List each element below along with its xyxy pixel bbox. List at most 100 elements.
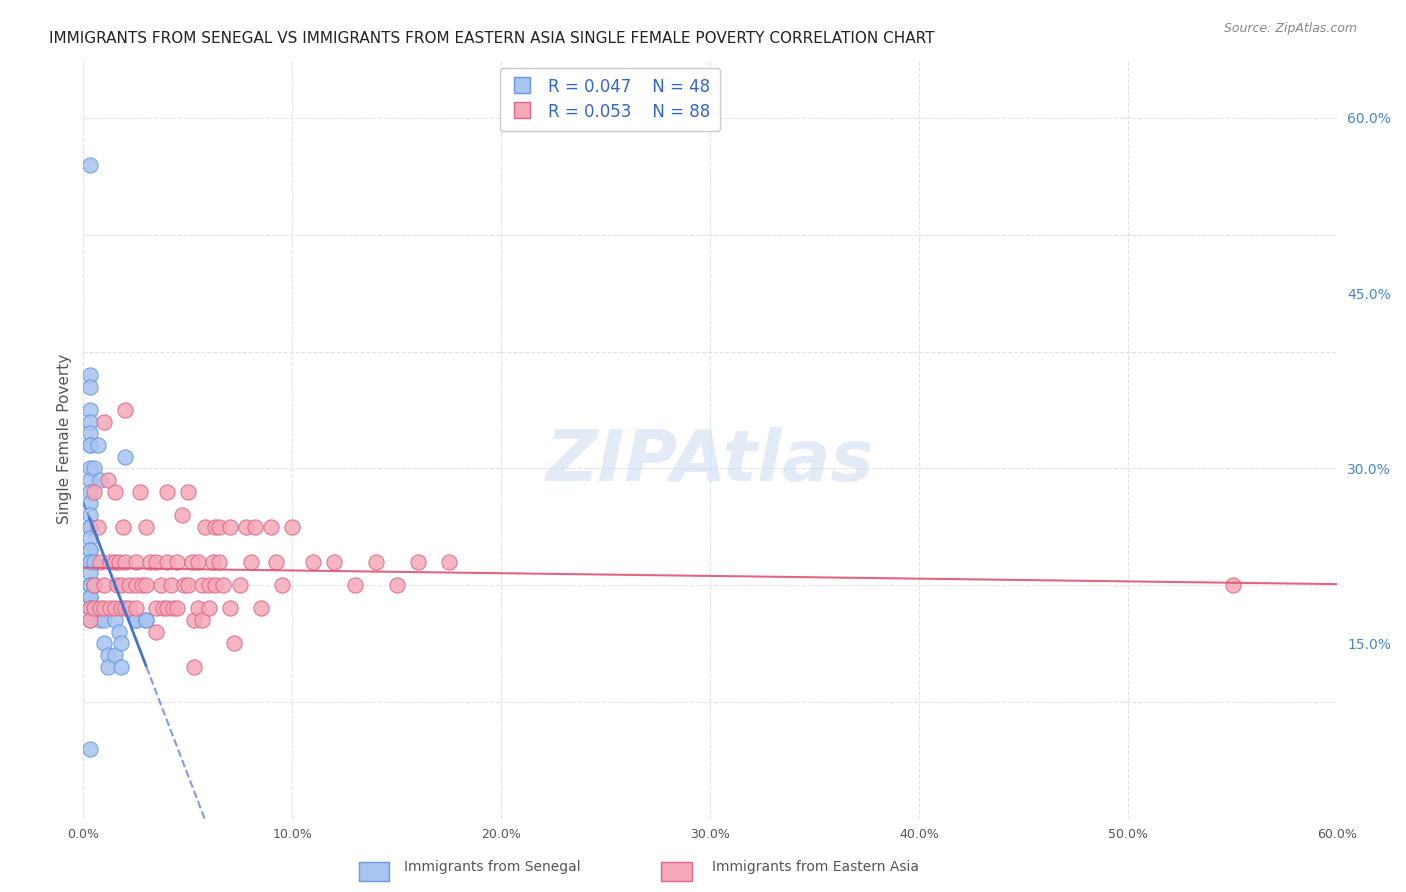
Point bbox=[385, 578, 408, 592]
Point bbox=[110, 636, 132, 650]
Point bbox=[135, 613, 157, 627]
Y-axis label: Single Female Poverty: Single Female Poverty bbox=[58, 354, 72, 524]
Point bbox=[270, 578, 292, 592]
Point bbox=[110, 578, 132, 592]
Point bbox=[281, 519, 304, 533]
Point bbox=[79, 438, 101, 452]
Point bbox=[89, 473, 111, 487]
Point bbox=[79, 532, 101, 546]
Point bbox=[97, 660, 120, 674]
Point bbox=[204, 578, 226, 592]
Point bbox=[108, 624, 131, 639]
Point bbox=[104, 648, 127, 662]
Point bbox=[152, 601, 174, 615]
Point bbox=[364, 555, 387, 569]
Point bbox=[135, 613, 157, 627]
Point bbox=[93, 578, 115, 592]
Point bbox=[79, 566, 101, 581]
Point bbox=[128, 484, 150, 499]
Point bbox=[160, 578, 183, 592]
Point bbox=[208, 519, 231, 533]
Point bbox=[222, 636, 245, 650]
Point bbox=[79, 601, 101, 615]
Point bbox=[170, 508, 193, 522]
Point bbox=[110, 601, 132, 615]
Point bbox=[89, 613, 111, 627]
Point bbox=[97, 648, 120, 662]
Point bbox=[83, 578, 105, 592]
Point bbox=[79, 379, 101, 393]
Point bbox=[156, 484, 179, 499]
Point bbox=[93, 601, 115, 615]
Point bbox=[302, 555, 325, 569]
Point bbox=[105, 578, 128, 592]
Point bbox=[124, 613, 146, 627]
Point bbox=[204, 519, 226, 533]
Point bbox=[79, 601, 101, 615]
Point bbox=[156, 601, 179, 615]
Point bbox=[79, 578, 101, 592]
Point bbox=[145, 601, 167, 615]
Point bbox=[110, 660, 132, 674]
Point bbox=[83, 555, 105, 569]
Legend: R = 0.047    N = 48, R = 0.053    N = 88: R = 0.047 N = 48, R = 0.053 N = 88 bbox=[499, 68, 720, 131]
Point bbox=[108, 555, 131, 569]
Point bbox=[264, 555, 287, 569]
Point bbox=[181, 555, 204, 569]
Point bbox=[79, 543, 101, 558]
Point bbox=[83, 461, 105, 475]
Point bbox=[89, 601, 111, 615]
Point bbox=[79, 473, 101, 487]
Text: IMMIGRANTS FROM SENEGAL VS IMMIGRANTS FROM EASTERN ASIA SINGLE FEMALE POVERTY CO: IMMIGRANTS FROM SENEGAL VS IMMIGRANTS FR… bbox=[49, 31, 935, 46]
Point bbox=[191, 578, 214, 592]
Point bbox=[83, 601, 105, 615]
Point bbox=[79, 519, 101, 533]
Point bbox=[131, 578, 153, 592]
Point bbox=[79, 496, 101, 510]
Point bbox=[145, 624, 167, 639]
Point bbox=[79, 368, 101, 382]
Point bbox=[79, 415, 101, 429]
Point bbox=[83, 484, 105, 499]
Point bbox=[118, 601, 141, 615]
Point bbox=[183, 613, 205, 627]
Point bbox=[79, 590, 101, 604]
Point bbox=[201, 555, 224, 569]
Point bbox=[177, 484, 200, 499]
Point bbox=[235, 519, 257, 533]
Point bbox=[260, 519, 283, 533]
Point bbox=[87, 438, 110, 452]
Point bbox=[93, 613, 115, 627]
Point bbox=[79, 590, 101, 604]
Point bbox=[229, 578, 252, 592]
Point bbox=[87, 519, 110, 533]
Point bbox=[162, 601, 184, 615]
Point bbox=[197, 578, 219, 592]
Point bbox=[79, 578, 101, 592]
Point bbox=[218, 519, 240, 533]
Point bbox=[79, 426, 101, 441]
Point bbox=[177, 578, 200, 592]
Point bbox=[212, 578, 235, 592]
Point bbox=[218, 601, 240, 615]
Point bbox=[124, 555, 146, 569]
Text: Immigrants from Senegal: Immigrants from Senegal bbox=[404, 860, 581, 874]
Point bbox=[104, 613, 127, 627]
Point bbox=[145, 555, 167, 569]
Point bbox=[104, 601, 127, 615]
Point bbox=[191, 613, 214, 627]
Point bbox=[79, 555, 101, 569]
Point bbox=[104, 484, 127, 499]
Point bbox=[83, 578, 105, 592]
Point bbox=[79, 484, 101, 499]
Point bbox=[79, 508, 101, 522]
Point bbox=[100, 555, 122, 569]
Point bbox=[114, 555, 136, 569]
Point bbox=[187, 555, 209, 569]
Point bbox=[344, 578, 367, 592]
Point bbox=[79, 555, 101, 569]
Point bbox=[239, 555, 262, 569]
Point bbox=[93, 636, 115, 650]
Point bbox=[89, 555, 111, 569]
Text: ZIPAtlas: ZIPAtlas bbox=[546, 427, 875, 496]
